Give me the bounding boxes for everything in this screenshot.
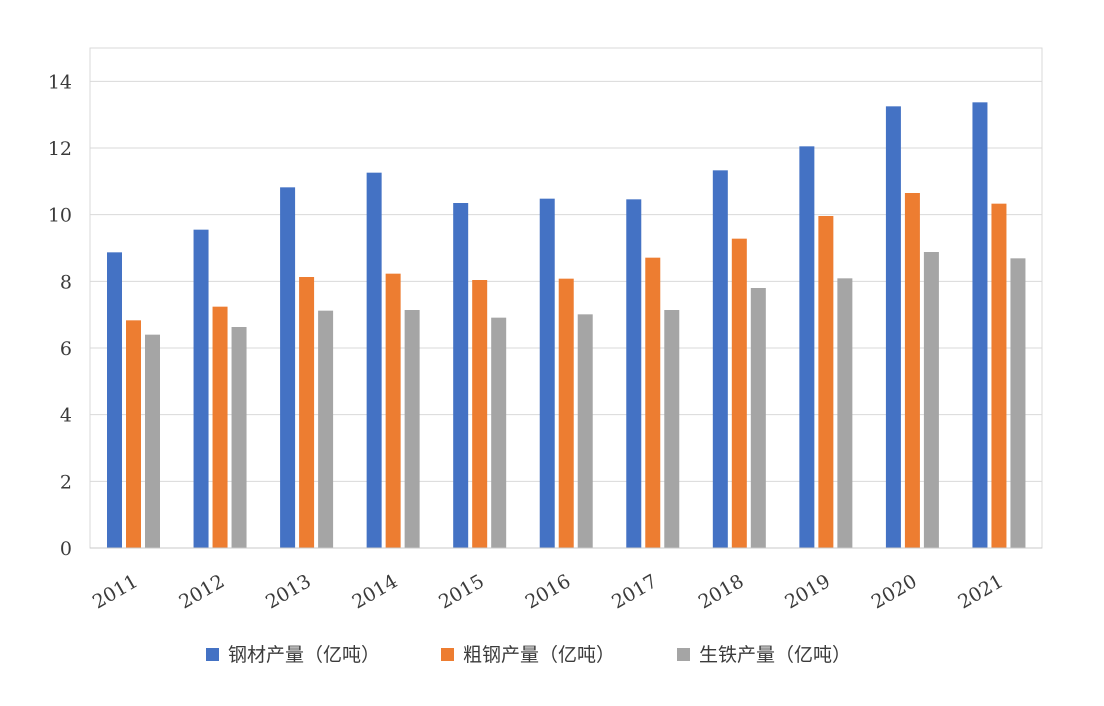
bar-2013-series-1 xyxy=(280,187,296,549)
x-tick-label: 2017 xyxy=(608,570,661,613)
legend: 钢材产量（亿吨） 粗钢产量（亿吨） 生铁产量（亿吨） xyxy=(206,644,851,666)
bar-2020-series-3 xyxy=(923,252,939,548)
x-tick-label: 2015 xyxy=(435,570,488,613)
bar-2016-series-2 xyxy=(558,278,574,548)
bar-2015-series-1 xyxy=(453,203,469,548)
x-tick-label: 2019 xyxy=(781,570,834,613)
x-tick-label: 2020 xyxy=(868,570,921,613)
bar-2011-series-2 xyxy=(126,320,141,548)
y-tick-label: 8 xyxy=(60,271,72,293)
bar-2018-series-3 xyxy=(750,288,766,548)
y-tick-label: 14 xyxy=(48,71,72,93)
x-tick-label: 2012 xyxy=(175,570,228,613)
bars xyxy=(107,102,1026,549)
legend-label: 粗钢产量（亿吨） xyxy=(463,644,615,666)
y-tick-label: 6 xyxy=(60,338,72,360)
bar-2011-series-3 xyxy=(145,334,160,548)
bar-2014-series-1 xyxy=(366,172,382,548)
bar-2021-series-2 xyxy=(991,203,1007,548)
bar-2021-series-1 xyxy=(972,102,988,548)
legend-swatch xyxy=(441,648,454,661)
bar-2019-series-2 xyxy=(818,216,834,548)
bar-2021-series-3 xyxy=(1010,258,1026,548)
x-tick-label: 2013 xyxy=(262,570,315,613)
bar-2019-series-3 xyxy=(837,278,853,548)
x-tick-label: 2018 xyxy=(695,570,748,613)
bar-2015-series-2 xyxy=(472,280,488,548)
bar-2016-series-3 xyxy=(577,314,593,548)
bar-2014-series-3 xyxy=(404,310,420,548)
y-tick-label: 0 xyxy=(60,538,72,560)
bar-2015-series-3 xyxy=(491,317,507,548)
legend-label: 生铁产量（亿吨） xyxy=(699,644,851,666)
bar-2012-series-1 xyxy=(193,229,209,548)
legend-label: 钢材产量（亿吨） xyxy=(228,644,380,666)
y-tick-label: 2 xyxy=(60,471,72,493)
x-tick-label: 2016 xyxy=(522,570,575,613)
bar-2016-series-1 xyxy=(539,198,555,548)
x-tick-label: 2021 xyxy=(954,570,1007,613)
bar-2019-series-1 xyxy=(799,146,815,549)
bar-2013-series-3 xyxy=(318,310,334,548)
bar-2014-series-2 xyxy=(385,273,401,548)
bar-2018-series-1 xyxy=(712,170,728,549)
legend-swatch xyxy=(206,648,219,661)
x-axis-tick-labels: 2011 2012 2013 2014 2015 2016 2017 2018 2019 2020… xyxy=(89,570,1007,613)
y-tick-label: 10 xyxy=(48,205,72,227)
bar-2013-series-2 xyxy=(299,277,315,548)
gridlines xyxy=(90,80,1042,482)
y-axis-tick-labels: 0 2 4 6 8 10 12 14 xyxy=(48,71,72,560)
bar-2018-series-2 xyxy=(731,238,747,548)
x-tick-label: 2011 xyxy=(89,570,142,613)
bar-2012-series-2 xyxy=(212,306,228,548)
bar-2011-series-1 xyxy=(107,252,122,549)
y-tick-label: 4 xyxy=(60,405,72,427)
y-tick-label: 12 xyxy=(48,138,72,160)
legend-swatch xyxy=(677,648,690,661)
bar-2020-series-1 xyxy=(885,106,901,548)
bar-2020-series-2 xyxy=(904,193,920,548)
bar-2017-series-1 xyxy=(626,199,642,549)
x-tick-label: 2014 xyxy=(349,570,402,613)
bar-2017-series-2 xyxy=(645,257,661,548)
bar-2012-series-3 xyxy=(231,327,247,548)
bar-2017-series-3 xyxy=(664,310,680,548)
